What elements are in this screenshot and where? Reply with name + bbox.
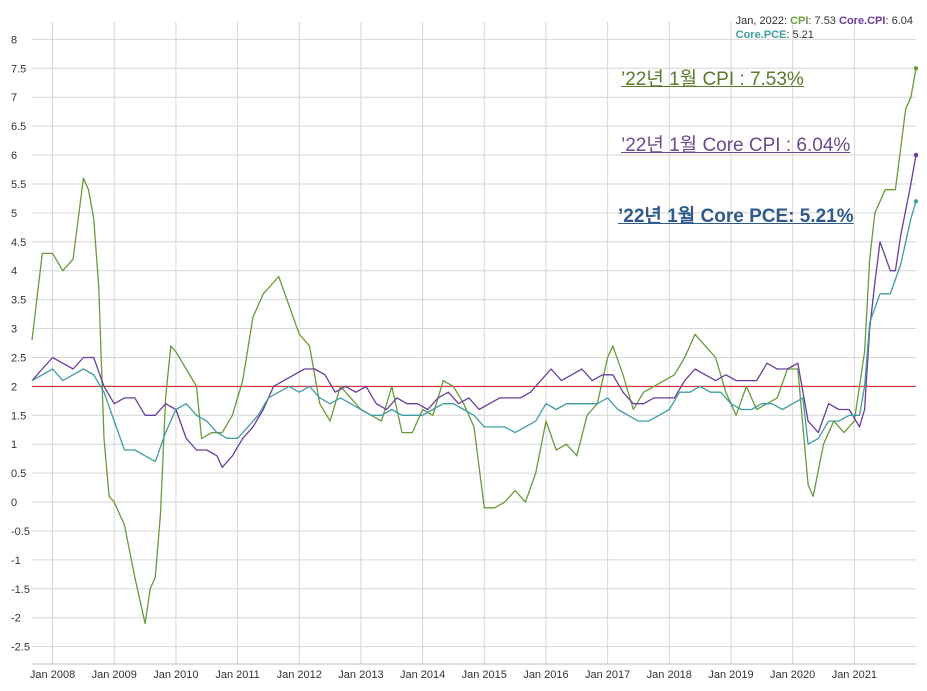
grid-lines: [32, 22, 916, 665]
annotation-core-pce: ’22년 1월 Core PCE: 5.21%: [618, 206, 854, 227]
y-tick-label: 8: [11, 34, 17, 46]
x-tick-label: Jan 2013: [338, 669, 383, 681]
y-tick-label: -2.5: [11, 642, 30, 654]
y-tick-label: -2: [11, 613, 21, 625]
annotation-cpi: ’22년 1월 CPI : 7.53%: [621, 69, 804, 90]
y-tick-label: 4: [11, 266, 17, 278]
y-tick-label: 6.5: [11, 121, 26, 133]
x-tick-label: Jan 2018: [647, 669, 692, 681]
y-tick-label: 3.5: [11, 295, 26, 307]
annotation-core-cpi: ’22년 1월 Core CPI : 6.04%: [621, 135, 851, 156]
series-lines: [31, 68, 917, 625]
legend-cpi-value: : 7.53: [808, 15, 836, 27]
y-tick-label: 1: [11, 439, 17, 451]
x-tick-label: Jan 2017: [585, 669, 630, 681]
legend-core-cpi-key: Core.CPI: [839, 15, 886, 27]
y-tick-label: 4.5: [11, 237, 26, 249]
y-tick-label: 3: [11, 324, 17, 336]
x-tick-label: Jan 2011: [215, 669, 259, 681]
y-tick-label: -1.5: [11, 584, 30, 596]
series-endpoint-core-cpi: [913, 152, 919, 158]
y-tick-label: 0.5: [11, 468, 26, 480]
legend-core-pce-key: Core.PCE: [735, 29, 787, 41]
x-tick-label: Jan 2019: [708, 669, 753, 681]
x-tick-label: Jan 2021: [832, 669, 877, 681]
x-tick-label: Jan 2008: [30, 669, 75, 681]
y-tick-label: -0.5: [11, 526, 30, 538]
legend-core-cpi-value: : 6.04: [885, 15, 913, 27]
series-endpoint-cpi: [913, 66, 919, 71]
series-endpoints: [913, 66, 919, 204]
legend-cpi-key: CPI: [790, 15, 809, 27]
x-tick-label: Jan 2014: [400, 669, 445, 681]
hover-legend: Jan, 2022: CPI: 7.53 Core.CPI: 6.04 Core…: [736, 14, 913, 42]
x-tick-label: Jan 2015: [462, 669, 507, 681]
legend-core-pce-value: : 5.21: [786, 29, 814, 41]
y-tick-label: 7: [11, 92, 17, 104]
series-line-core-cpi: [31, 154, 917, 469]
y-tick-label: 5.5: [11, 179, 26, 191]
y-tick-label: 5: [11, 208, 17, 220]
y-tick-label: 0: [11, 497, 17, 509]
series-line-cpi: [31, 68, 917, 625]
y-tick-label: -1: [11, 555, 21, 567]
y-tick-label: 7.5: [11, 63, 26, 75]
x-tick-label: Jan 2016: [523, 669, 568, 681]
x-tick-label: Jan 2010: [153, 669, 198, 681]
x-axis-tick-labels: Jan 2008 Jan 2009 Jan 2010 Jan 2011 Jan 2012…: [30, 669, 877, 681]
legend-row-1: Jan, 2022: CPI: 7.53 Core.CPI: 6.04: [736, 14, 913, 28]
x-tick-label: Jan 2012: [277, 669, 322, 681]
series-endpoint-core-pce: [913, 199, 919, 204]
series-line-core-pce: [31, 201, 917, 463]
y-tick-label: 2: [11, 381, 17, 393]
y-axis-tick-labels: -2.5 -2 -1.5 -1 -0.5 0 0.5 1 1.5 2 2.5 3 3.5 4 4.5 5 5.5…: [11, 34, 30, 653]
legend-date: Jan, 2022:: [735, 15, 787, 27]
x-tick-label: Jan 2009: [92, 669, 137, 681]
y-tick-label: 2.5: [11, 352, 26, 364]
y-tick-label: 6: [11, 150, 17, 162]
legend-row-2: Core.PCE: 5.21: [736, 28, 913, 42]
y-tick-label: 1.5: [11, 410, 26, 422]
x-tick-label: Jan 2020: [770, 669, 815, 681]
